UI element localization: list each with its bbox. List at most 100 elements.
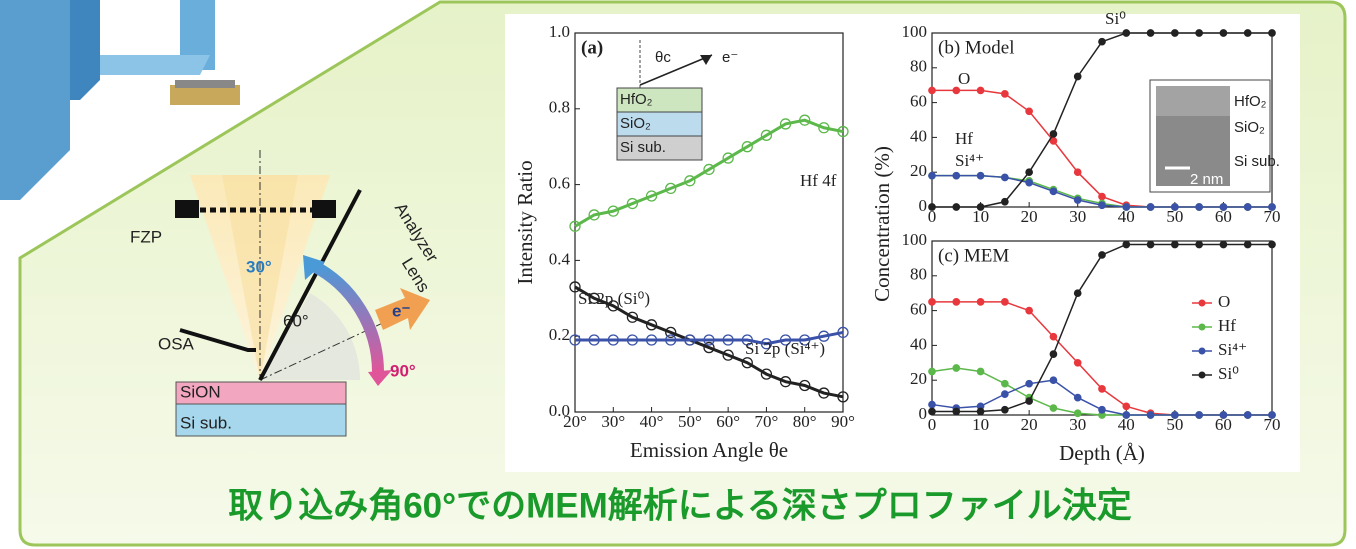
data-point <box>1026 179 1032 185</box>
annotation: SiO₂ <box>1234 119 1265 136</box>
label: e⁻ <box>392 301 410 320</box>
y-tick-label: 40 <box>910 334 927 353</box>
data-point <box>1050 334 1056 340</box>
data-point <box>1147 204 1153 210</box>
series-label: Si⁴⁺ <box>955 151 984 170</box>
data-point <box>1172 412 1178 418</box>
y-tick-label: 60 <box>910 300 927 319</box>
data-point <box>1002 199 1008 205</box>
x-tick-label: 20 <box>1021 415 1038 434</box>
data-point <box>953 365 959 371</box>
data-point <box>953 87 959 93</box>
x-tick-label: 0 <box>928 415 937 434</box>
data-point <box>1245 30 1251 36</box>
y-tick-label: 20 <box>910 369 927 388</box>
chart-title: (c) MEM <box>938 245 1009 266</box>
legend-marker <box>1199 300 1206 307</box>
data-point <box>1196 30 1202 36</box>
chart-title: (a) <box>581 37 603 58</box>
data-point <box>1099 252 1105 258</box>
y-tick-label: 0 <box>919 196 928 215</box>
data-point <box>1075 169 1081 175</box>
x-tick-label: 70° <box>755 412 779 431</box>
series-label: Si⁰ <box>1105 9 1126 28</box>
label: SiON <box>180 382 221 401</box>
slide: FZP OSA SiON Si sub. 30° 60° 90° Analyze… <box>0 0 1356 549</box>
data-point <box>1050 405 1056 411</box>
data-point <box>1245 204 1251 210</box>
data-point <box>1002 380 1008 386</box>
data-point <box>1075 290 1081 296</box>
legend-marker <box>1199 324 1206 331</box>
legend-label: Si⁰ <box>1218 364 1239 383</box>
series-label: Hf <box>955 129 973 148</box>
y-tick-label: 0 <box>919 404 928 423</box>
data-point <box>1002 91 1008 97</box>
data-point <box>929 87 935 93</box>
series-label: Si 2p (Si⁰) <box>578 289 650 308</box>
chart-title: (b) Model <box>938 37 1015 58</box>
annotation: Si sub. <box>620 139 666 156</box>
y-tick-label: 80 <box>910 265 927 284</box>
x-tick-label: 50° <box>678 412 702 431</box>
data-point <box>1026 169 1032 175</box>
label: Si sub. <box>180 413 232 432</box>
data-point <box>977 87 983 93</box>
data-point <box>1002 391 1008 397</box>
data-point <box>1147 241 1153 247</box>
y-tick-label: 0.8 <box>549 98 570 117</box>
data-point <box>1123 412 1129 418</box>
data-point <box>1050 351 1056 357</box>
data-point <box>977 299 983 305</box>
data-point <box>929 172 935 178</box>
annotation: 2 nm <box>1190 171 1223 188</box>
data-point <box>1075 394 1081 400</box>
data-point <box>1099 407 1105 413</box>
legend-label: Hf <box>1218 316 1236 335</box>
y-tick-label: 0.4 <box>549 249 571 268</box>
data-point <box>1123 30 1129 36</box>
data-point <box>1220 412 1226 418</box>
data-point <box>1123 403 1129 409</box>
x-axis-label: Emission Angle θe <box>630 438 788 462</box>
data-point <box>977 408 983 414</box>
data-point <box>953 172 959 178</box>
data-point <box>1147 412 1153 418</box>
x-tick-label: 60° <box>716 412 740 431</box>
data-point <box>1026 398 1032 404</box>
data-point <box>1172 30 1178 36</box>
data-point <box>1269 30 1275 36</box>
data-point <box>1002 299 1008 305</box>
data-point <box>1220 241 1226 247</box>
annotation: HfO₂ <box>620 91 653 108</box>
data-point <box>953 204 959 210</box>
y-tick-label: 60 <box>910 92 927 111</box>
data-point <box>977 204 983 210</box>
x-tick-label: 40° <box>640 412 664 431</box>
data-point <box>1220 30 1226 36</box>
data-point <box>1099 39 1105 45</box>
label: 90° <box>390 361 416 380</box>
legend-label: Si⁴⁺ <box>1218 340 1247 359</box>
label: FZP <box>130 227 162 246</box>
y-tick-label: 0.6 <box>549 174 570 193</box>
y-tick-label: 100 <box>902 22 928 41</box>
legend-label: O <box>1218 292 1230 311</box>
annotation: θc <box>655 49 671 66</box>
data-point <box>1196 241 1202 247</box>
y-tick-label: 1.0 <box>549 22 570 41</box>
y-tick-label: 0.2 <box>549 325 570 344</box>
y-tick-label: 100 <box>902 230 928 249</box>
data-point <box>1026 307 1032 313</box>
data-point <box>1099 386 1105 392</box>
data-point <box>929 408 935 414</box>
inset-image <box>1156 86 1230 116</box>
data-point <box>929 299 935 305</box>
annotation: e⁻ <box>722 49 738 66</box>
x-tick-label: 30° <box>601 412 625 431</box>
data-point <box>1050 131 1056 137</box>
data-point <box>1245 241 1251 247</box>
data-point <box>1269 204 1275 210</box>
data-point <box>977 172 983 178</box>
data-point <box>1050 188 1056 194</box>
